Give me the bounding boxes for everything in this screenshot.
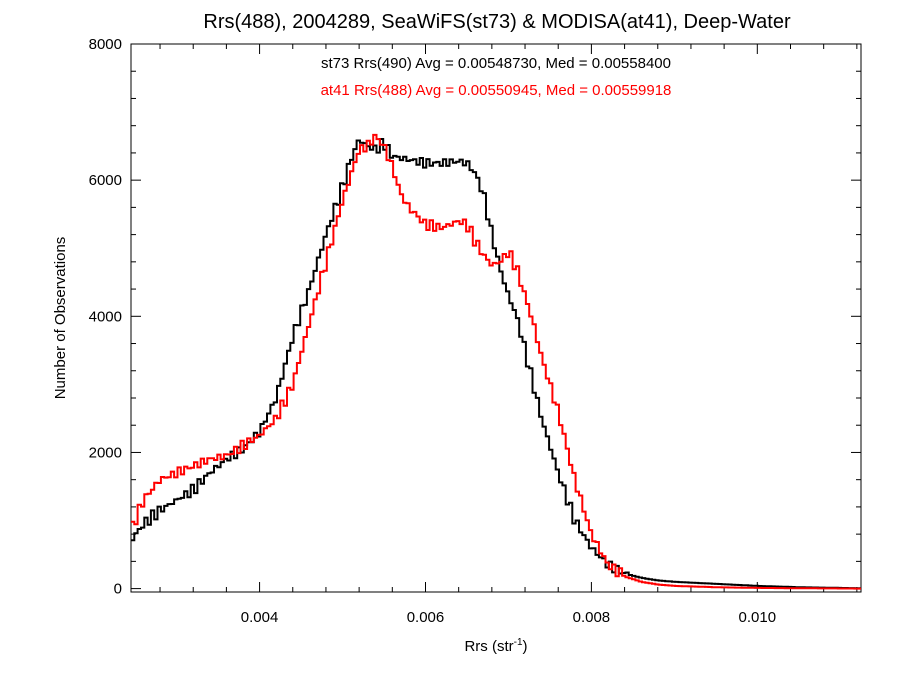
y-tick-label: 2000 [89,444,122,461]
stats-line-at41: at41 Rrs(488) Avg = 0.00550945, Med = 0.… [321,82,672,99]
x-tick-label: 0.006 [407,609,445,626]
x-axis-label-main: Rrs (str [464,638,513,655]
y-tick-label: 6000 [89,172,122,189]
x-axis-label-sup: -1 [514,637,523,648]
series-line-at41 [131,133,861,590]
x-tick-label: 0.008 [573,609,611,626]
series-line-st73 [131,138,861,590]
axis-ticks: 0.004 0.006 0.008 0.010 0 2000 4000 6000 8000 [89,36,861,626]
y-axis-label: Number of Observations [52,237,69,400]
x-tick-label: 0.004 [241,609,279,626]
y-tick-label: 4000 [89,308,122,325]
series-layer [131,133,861,590]
y-tick-label: 0 [114,581,122,598]
y-tick-label: 8000 [89,36,122,53]
plot-frame [130,43,862,593]
chart-title: Rrs(488), 2004289, SeaWiFS(st73) & MODIS… [203,11,791,33]
stats-line-st73: st73 Rrs(490) Avg = 0.00548730, Med = 0.… [321,55,671,72]
x-axis-label: Rrs (str-1) [464,637,527,655]
x-axis-label-close: ) [523,638,528,655]
x-tick-label: 0.010 [739,609,777,626]
